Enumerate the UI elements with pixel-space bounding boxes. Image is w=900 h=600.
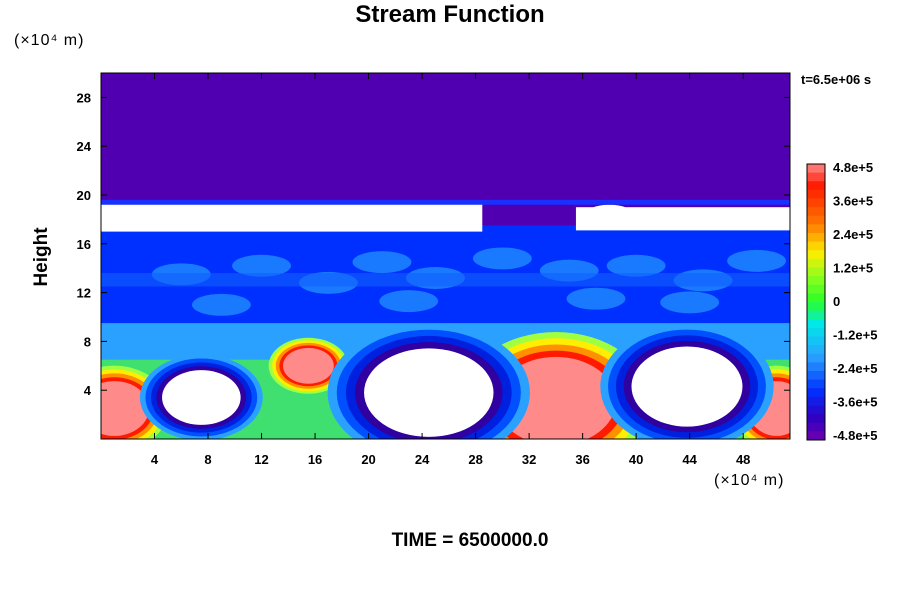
colorbar-band (807, 181, 825, 191)
x-tick-label: 16 (308, 452, 322, 467)
negative-contour (162, 370, 241, 425)
colorbar-label: -2.4e+5 (833, 361, 877, 376)
x-tick-label: 24 (415, 452, 430, 467)
colorbar-band (807, 371, 825, 381)
x-axis-unit: (×10⁴ m) (714, 472, 785, 489)
y-tick-label: 8 (84, 334, 91, 349)
mid-patch (606, 254, 666, 277)
colorbar-band (807, 267, 825, 277)
positive-contour (282, 347, 334, 384)
colorbar-label: 0 (833, 294, 840, 309)
chart-title: Stream Function (355, 1, 545, 28)
x-tick-label: 44 (682, 452, 697, 467)
colorbar-band (807, 164, 825, 174)
colorbar-band (807, 207, 825, 217)
y-tick-label: 16 (77, 237, 91, 252)
colorbar-band (807, 379, 825, 389)
mid-patch (232, 254, 291, 277)
plot-frame (100, 72, 791, 440)
colorbar-band (807, 241, 825, 251)
colorbar-band (807, 198, 825, 208)
y-tick-label: 4 (84, 383, 92, 398)
colorbar-label: 1.2e+5 (833, 261, 873, 276)
x-tick-label: 32 (522, 452, 536, 467)
colorbar-band (807, 302, 825, 312)
colorbar-band (807, 336, 825, 346)
colorbar-label: 2.4e+5 (833, 227, 873, 242)
colorbar-band (807, 250, 825, 260)
time-footer: TIME = 6500000.0 (391, 530, 549, 551)
colorbar-band (807, 233, 825, 243)
x-tick-label: 8 (204, 452, 211, 467)
contour-field (101, 73, 790, 439)
colorbar-band (807, 284, 825, 294)
colorbar-label: -4.8e+5 (833, 428, 877, 443)
colorbar-band (807, 224, 825, 234)
colorbar-band (807, 388, 825, 398)
y-tick-label: 24 (77, 139, 92, 154)
colorbar-frame (806, 163, 826, 441)
colorbar: 4.8e+5 3.6e+5 2.4e+5 1.2e+5 0 -1.2e+5 -2.4e+5 -… (806, 160, 877, 443)
colorbar-band (807, 362, 825, 372)
mid-patch (379, 290, 439, 313)
mid-patch (566, 287, 626, 310)
mid-patch (727, 249, 786, 272)
colorbar-band (807, 215, 825, 225)
mid-patch (352, 251, 412, 274)
negative-contour (631, 346, 743, 427)
colorbar-band (807, 293, 825, 303)
colorbar-band (807, 431, 825, 441)
x-tick-label: 20 (361, 452, 375, 467)
x-tick-label: 28 (468, 452, 482, 467)
y-tick-label: 12 (77, 286, 91, 301)
mid-patch (191, 293, 251, 316)
colorbar-label: -1.2e+5 (833, 328, 877, 343)
colorbar-band (807, 396, 825, 406)
colorbar-band (807, 276, 825, 286)
colorbar-band (807, 258, 825, 268)
colorbar-band (807, 422, 825, 432)
mid-band (101, 273, 790, 287)
overflow-patch (585, 204, 634, 225)
negative-contour (364, 348, 494, 437)
colorbar-label: 3.6e+5 (833, 194, 873, 209)
colorbar-band (807, 310, 825, 320)
time-stamp: t=6.5e+06 s (801, 72, 872, 87)
x-tick-label: 12 (254, 452, 268, 467)
y-tick-label: 20 (77, 188, 91, 203)
colorbar-band (807, 414, 825, 424)
colorbar-band (807, 189, 825, 199)
colorbar-band (807, 319, 825, 329)
colorbar-band (807, 172, 825, 182)
y-tick-label: 28 (77, 90, 91, 105)
positive-contour (101, 381, 150, 436)
colorbar-band (807, 353, 825, 363)
mid-patch (660, 291, 720, 314)
x-tick-label: 4 (151, 452, 159, 467)
colorbar-label: -3.6e+5 (833, 395, 877, 410)
x-tick-label: 36 (575, 452, 589, 467)
colorbar-band (807, 345, 825, 355)
overflow-band (101, 202, 483, 232)
colorbar-label: 4.8e+5 (833, 160, 873, 175)
colorbar-band (807, 405, 825, 415)
colorbar-band (807, 327, 825, 337)
y-axis-unit: (×10⁴ m) (14, 32, 85, 49)
mid-patch (472, 247, 532, 270)
overflow-edge (101, 199, 790, 205)
x-tick-label: 48 (736, 452, 750, 467)
x-tick-label: 40 (629, 452, 643, 467)
